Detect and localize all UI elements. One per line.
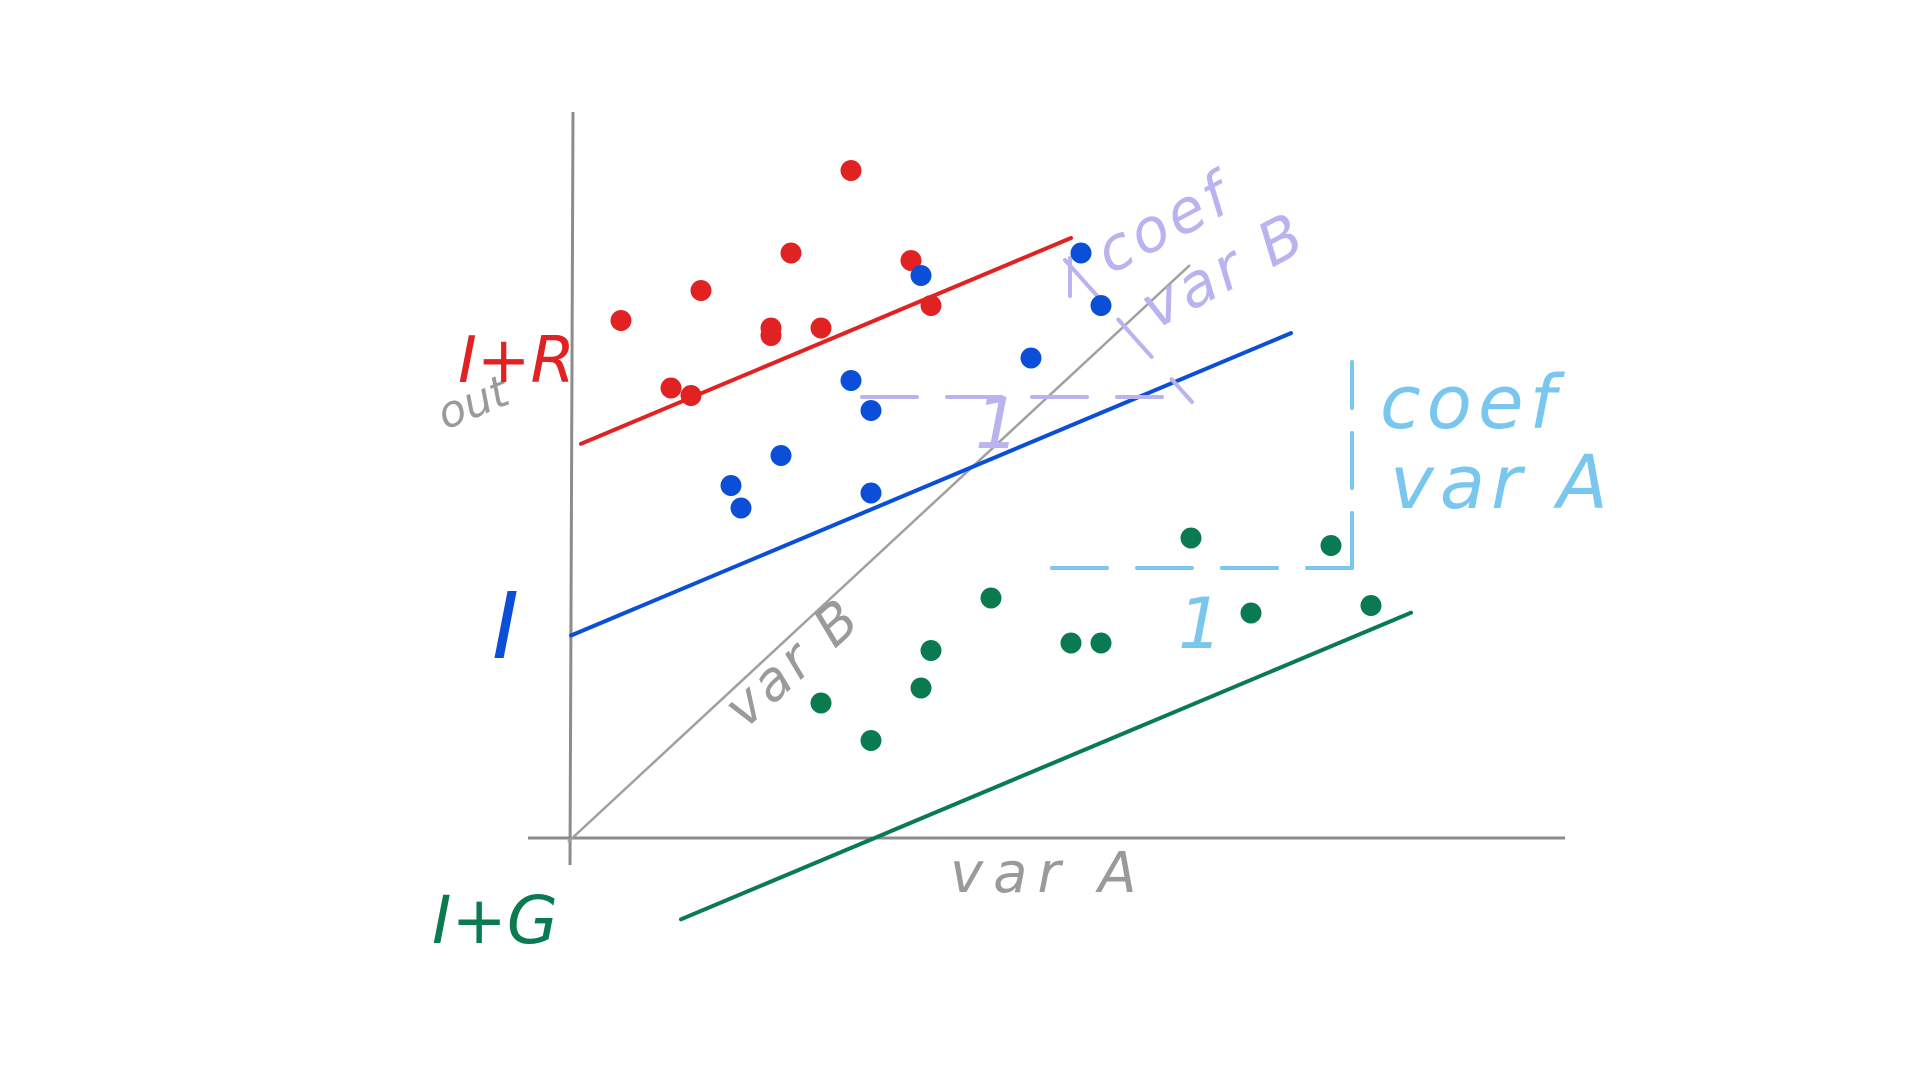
- green-data-point: [860, 730, 882, 751]
- var-b-guide-line: [567, 264, 1191, 843]
- red-data-point: [610, 310, 632, 331]
- green-data-point: [1360, 595, 1382, 616]
- red-data-point: [920, 295, 942, 316]
- blue-data-point: [770, 445, 792, 466]
- green-data-point: [920, 640, 942, 661]
- coef-var-b-triangle: [860, 256, 1194, 404]
- red-regression-line: [579, 236, 1073, 446]
- coef-var-a-unit-label: 1: [1178, 583, 1223, 665]
- blue-data-point: [910, 265, 932, 286]
- green-points: [810, 527, 1382, 751]
- green-data-point: [1240, 602, 1262, 624]
- red-data-point: [900, 250, 922, 271]
- coef-var-a-triangle: [1050, 360, 1354, 570]
- intercept-plus-g-label: I+G: [432, 882, 558, 959]
- green-regression-line: [679, 610, 1413, 922]
- blue-data-point: [1070, 242, 1092, 264]
- green-data-point: [1060, 632, 1082, 654]
- blue-data-point: [1020, 347, 1042, 369]
- intercept-plus-r-label: I+R: [458, 324, 575, 398]
- red-data-point: [690, 280, 712, 301]
- green-data-point: [1320, 535, 1342, 556]
- blue-points: [720, 242, 1112, 519]
- green-data-point: [980, 587, 1002, 609]
- blue-data-point: [1090, 295, 1112, 316]
- green-data-point: [1180, 527, 1202, 549]
- intercept-label: I: [492, 573, 519, 680]
- var-b-guide-label: var B: [712, 585, 874, 740]
- coef-var-a-label-line1: coef: [1380, 360, 1565, 446]
- blue-regression-line: [569, 331, 1293, 638]
- y-axis: [568, 111, 575, 866]
- green-data-point: [910, 677, 932, 699]
- var-a-axis-label: var A: [950, 841, 1147, 906]
- blue-data-point: [860, 400, 882, 421]
- green-data-point: [1090, 632, 1112, 654]
- blue-data-point: [860, 482, 882, 504]
- red-data-point: [840, 160, 862, 181]
- coef-var-b-unit-label: 1: [975, 383, 1020, 465]
- red-data-point: [660, 377, 682, 399]
- blue-data-point: [840, 370, 862, 391]
- red-points: [610, 160, 942, 406]
- blue-data-point: [720, 475, 742, 496]
- red-data-point: [760, 325, 782, 346]
- blue-data-point: [730, 497, 752, 519]
- red-data-point: [810, 317, 832, 339]
- red-data-point: [780, 242, 802, 264]
- coef-var-a-label-line2: var A: [1390, 440, 1614, 526]
- red-data-point: [680, 385, 702, 406]
- coef-var-b-diag-dashes: [1063, 258, 1194, 404]
- green-data-point: [810, 692, 832, 714]
